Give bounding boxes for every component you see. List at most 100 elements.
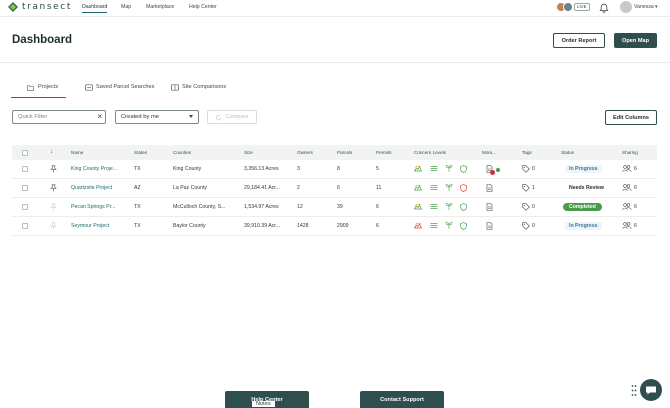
shield-icon[interactable] bbox=[460, 184, 467, 194]
water-concern-icon[interactable] bbox=[430, 222, 438, 231]
project-name-link[interactable]: King County Proje... bbox=[71, 166, 118, 172]
contact-support-button[interactable]: Contact Support bbox=[360, 391, 444, 408]
col-counties[interactable]: Counties bbox=[173, 150, 192, 155]
sharing-users-icon[interactable] bbox=[622, 222, 632, 231]
open-map-button[interactable]: Open Map bbox=[614, 33, 657, 48]
project-name-link[interactable]: Pecan Springs Pr... bbox=[71, 204, 116, 210]
parcels-cell: 8 bbox=[337, 166, 340, 172]
chevron-down-icon bbox=[189, 115, 193, 118]
nav-marketplace[interactable]: Marketplace bbox=[146, 4, 175, 10]
tag-icon[interactable] bbox=[522, 165, 530, 175]
created-by-select[interactable]: Created by me bbox=[115, 110, 199, 124]
terrain-concern-icon[interactable] bbox=[413, 165, 423, 174]
size-cell: 1,534.97 Acres bbox=[244, 204, 279, 210]
table-row[interactable]: Pecan Springs Pr... TX McCulloch County,… bbox=[12, 198, 657, 217]
col-concern-levels[interactable]: Concern Levels bbox=[414, 150, 446, 155]
pin-icon[interactable] bbox=[50, 203, 57, 213]
pin-icon[interactable] bbox=[50, 165, 57, 175]
sharing-users-icon[interactable] bbox=[622, 165, 632, 174]
col-tags[interactable]: Tags bbox=[522, 150, 532, 155]
tag-icon[interactable] bbox=[522, 222, 530, 232]
terrain-concern-icon[interactable] bbox=[413, 203, 423, 212]
shield-icon[interactable] bbox=[460, 203, 467, 213]
brand-name: transect bbox=[22, 2, 72, 12]
owners-cell: 12 bbox=[297, 204, 303, 210]
notes-label[interactable]: Notes bbox=[252, 401, 275, 407]
monitoring-doc-icon[interactable] bbox=[486, 184, 493, 194]
table-row[interactable]: Seymour Project TX Baylor County 39,910.… bbox=[12, 217, 657, 236]
col-states[interactable]: States bbox=[134, 150, 148, 155]
status-badge: In Progress bbox=[565, 222, 602, 230]
chat-button[interactable] bbox=[640, 379, 662, 401]
water-concern-icon[interactable] bbox=[430, 165, 438, 174]
drag-handle-icon[interactable] bbox=[631, 384, 637, 397]
project-name-link[interactable]: Seymour Project bbox=[71, 223, 110, 229]
table-row[interactable]: Quartzsite Project AZ La Paz County 29,1… bbox=[12, 179, 657, 198]
order-report-button[interactable]: Order Report bbox=[553, 33, 605, 48]
live-badge: LIVE bbox=[574, 3, 590, 11]
vegetation-concern-icon[interactable] bbox=[445, 184, 453, 193]
tab-saved-parcel-searches[interactable]: Saved Parcel Searches bbox=[85, 84, 154, 98]
row-checkbox[interactable] bbox=[22, 185, 28, 191]
status-badge: Needs Review bbox=[565, 184, 608, 192]
vegetation-concern-icon[interactable] bbox=[445, 203, 453, 212]
bell-icon[interactable] bbox=[599, 3, 609, 13]
edit-columns-button[interactable]: Edit Columns bbox=[605, 110, 657, 125]
terrain-concern-icon[interactable] bbox=[413, 184, 423, 193]
row-checkbox[interactable] bbox=[22, 204, 28, 210]
county-cell: La Paz County bbox=[173, 185, 208, 191]
quick-filter-placeholder: Quick Filter bbox=[18, 114, 48, 120]
shield-icon[interactable] bbox=[460, 222, 467, 232]
pin-icon[interactable] bbox=[50, 184, 57, 194]
col-owners[interactable]: Owners bbox=[297, 150, 313, 155]
tags-count: 0 bbox=[532, 166, 535, 172]
chevron-down-icon[interactable]: ▾ bbox=[655, 4, 658, 10]
brand-logo[interactable]: transect bbox=[8, 2, 72, 12]
terrain-concern-icon[interactable] bbox=[413, 222, 423, 231]
tab-projects[interactable]: Projects bbox=[10, 84, 67, 98]
monitoring-doc-icon[interactable] bbox=[486, 203, 493, 213]
vegetation-concern-icon[interactable] bbox=[445, 165, 453, 174]
row-checkbox[interactable] bbox=[22, 166, 28, 172]
col-parcels[interactable]: Parcels bbox=[337, 150, 353, 155]
table-row[interactable]: King County Proje... TX King County 3,35… bbox=[12, 160, 657, 179]
tag-icon[interactable] bbox=[522, 203, 530, 213]
shield-icon[interactable] bbox=[460, 165, 467, 175]
sort-icon[interactable]: ↓ bbox=[50, 149, 53, 155]
quick-filter-input[interactable]: Quick Filter × bbox=[12, 110, 106, 124]
avatar bbox=[563, 2, 573, 12]
water-concern-icon[interactable] bbox=[430, 203, 438, 212]
select-all-checkbox[interactable] bbox=[22, 150, 28, 156]
nav-map[interactable]: Map bbox=[121, 4, 132, 10]
vegetation-concern-icon[interactable] bbox=[445, 222, 453, 231]
permits-cell: 6 bbox=[376, 223, 379, 229]
pin-icon[interactable] bbox=[50, 222, 57, 232]
nav-help-center[interactable]: Help Center bbox=[189, 4, 217, 10]
monitoring-doc-icon[interactable] bbox=[486, 222, 493, 232]
col-status[interactable]: Status bbox=[561, 150, 575, 155]
saved-search-icon bbox=[85, 84, 93, 91]
col-permits[interactable]: Permits bbox=[376, 150, 392, 155]
row-checkbox[interactable] bbox=[22, 223, 28, 229]
status-dot bbox=[496, 168, 500, 172]
close-icon[interactable]: × bbox=[97, 112, 102, 121]
compare-button[interactable]: Compare bbox=[207, 110, 257, 124]
user-avatar[interactable] bbox=[620, 1, 632, 13]
alert-dot bbox=[490, 170, 495, 175]
tab-site-comparisons[interactable]: Site Comparisons bbox=[171, 84, 226, 98]
sharing-users-icon[interactable] bbox=[622, 184, 632, 193]
sharing-users-icon[interactable] bbox=[622, 203, 632, 212]
notes-button[interactable]: Help Center bbox=[225, 391, 309, 408]
water-concern-icon[interactable] bbox=[430, 184, 438, 193]
col-name[interactable]: Name bbox=[71, 150, 84, 155]
col-sharing[interactable]: Sharing bbox=[622, 150, 638, 155]
nav-dashboard[interactable]: Dashboard bbox=[82, 4, 108, 13]
tag-icon[interactable] bbox=[522, 184, 530, 194]
collaborator-avatars[interactable] bbox=[556, 2, 590, 13]
project-name-link[interactable]: Quartzsite Project bbox=[71, 185, 113, 191]
user-name[interactable]: Vanessa bbox=[634, 4, 654, 10]
col-monitoring[interactable]: Moni... bbox=[482, 150, 496, 155]
divider bbox=[0, 62, 670, 63]
tags-count: 0 bbox=[532, 204, 535, 210]
col-size[interactable]: Size bbox=[244, 150, 253, 155]
